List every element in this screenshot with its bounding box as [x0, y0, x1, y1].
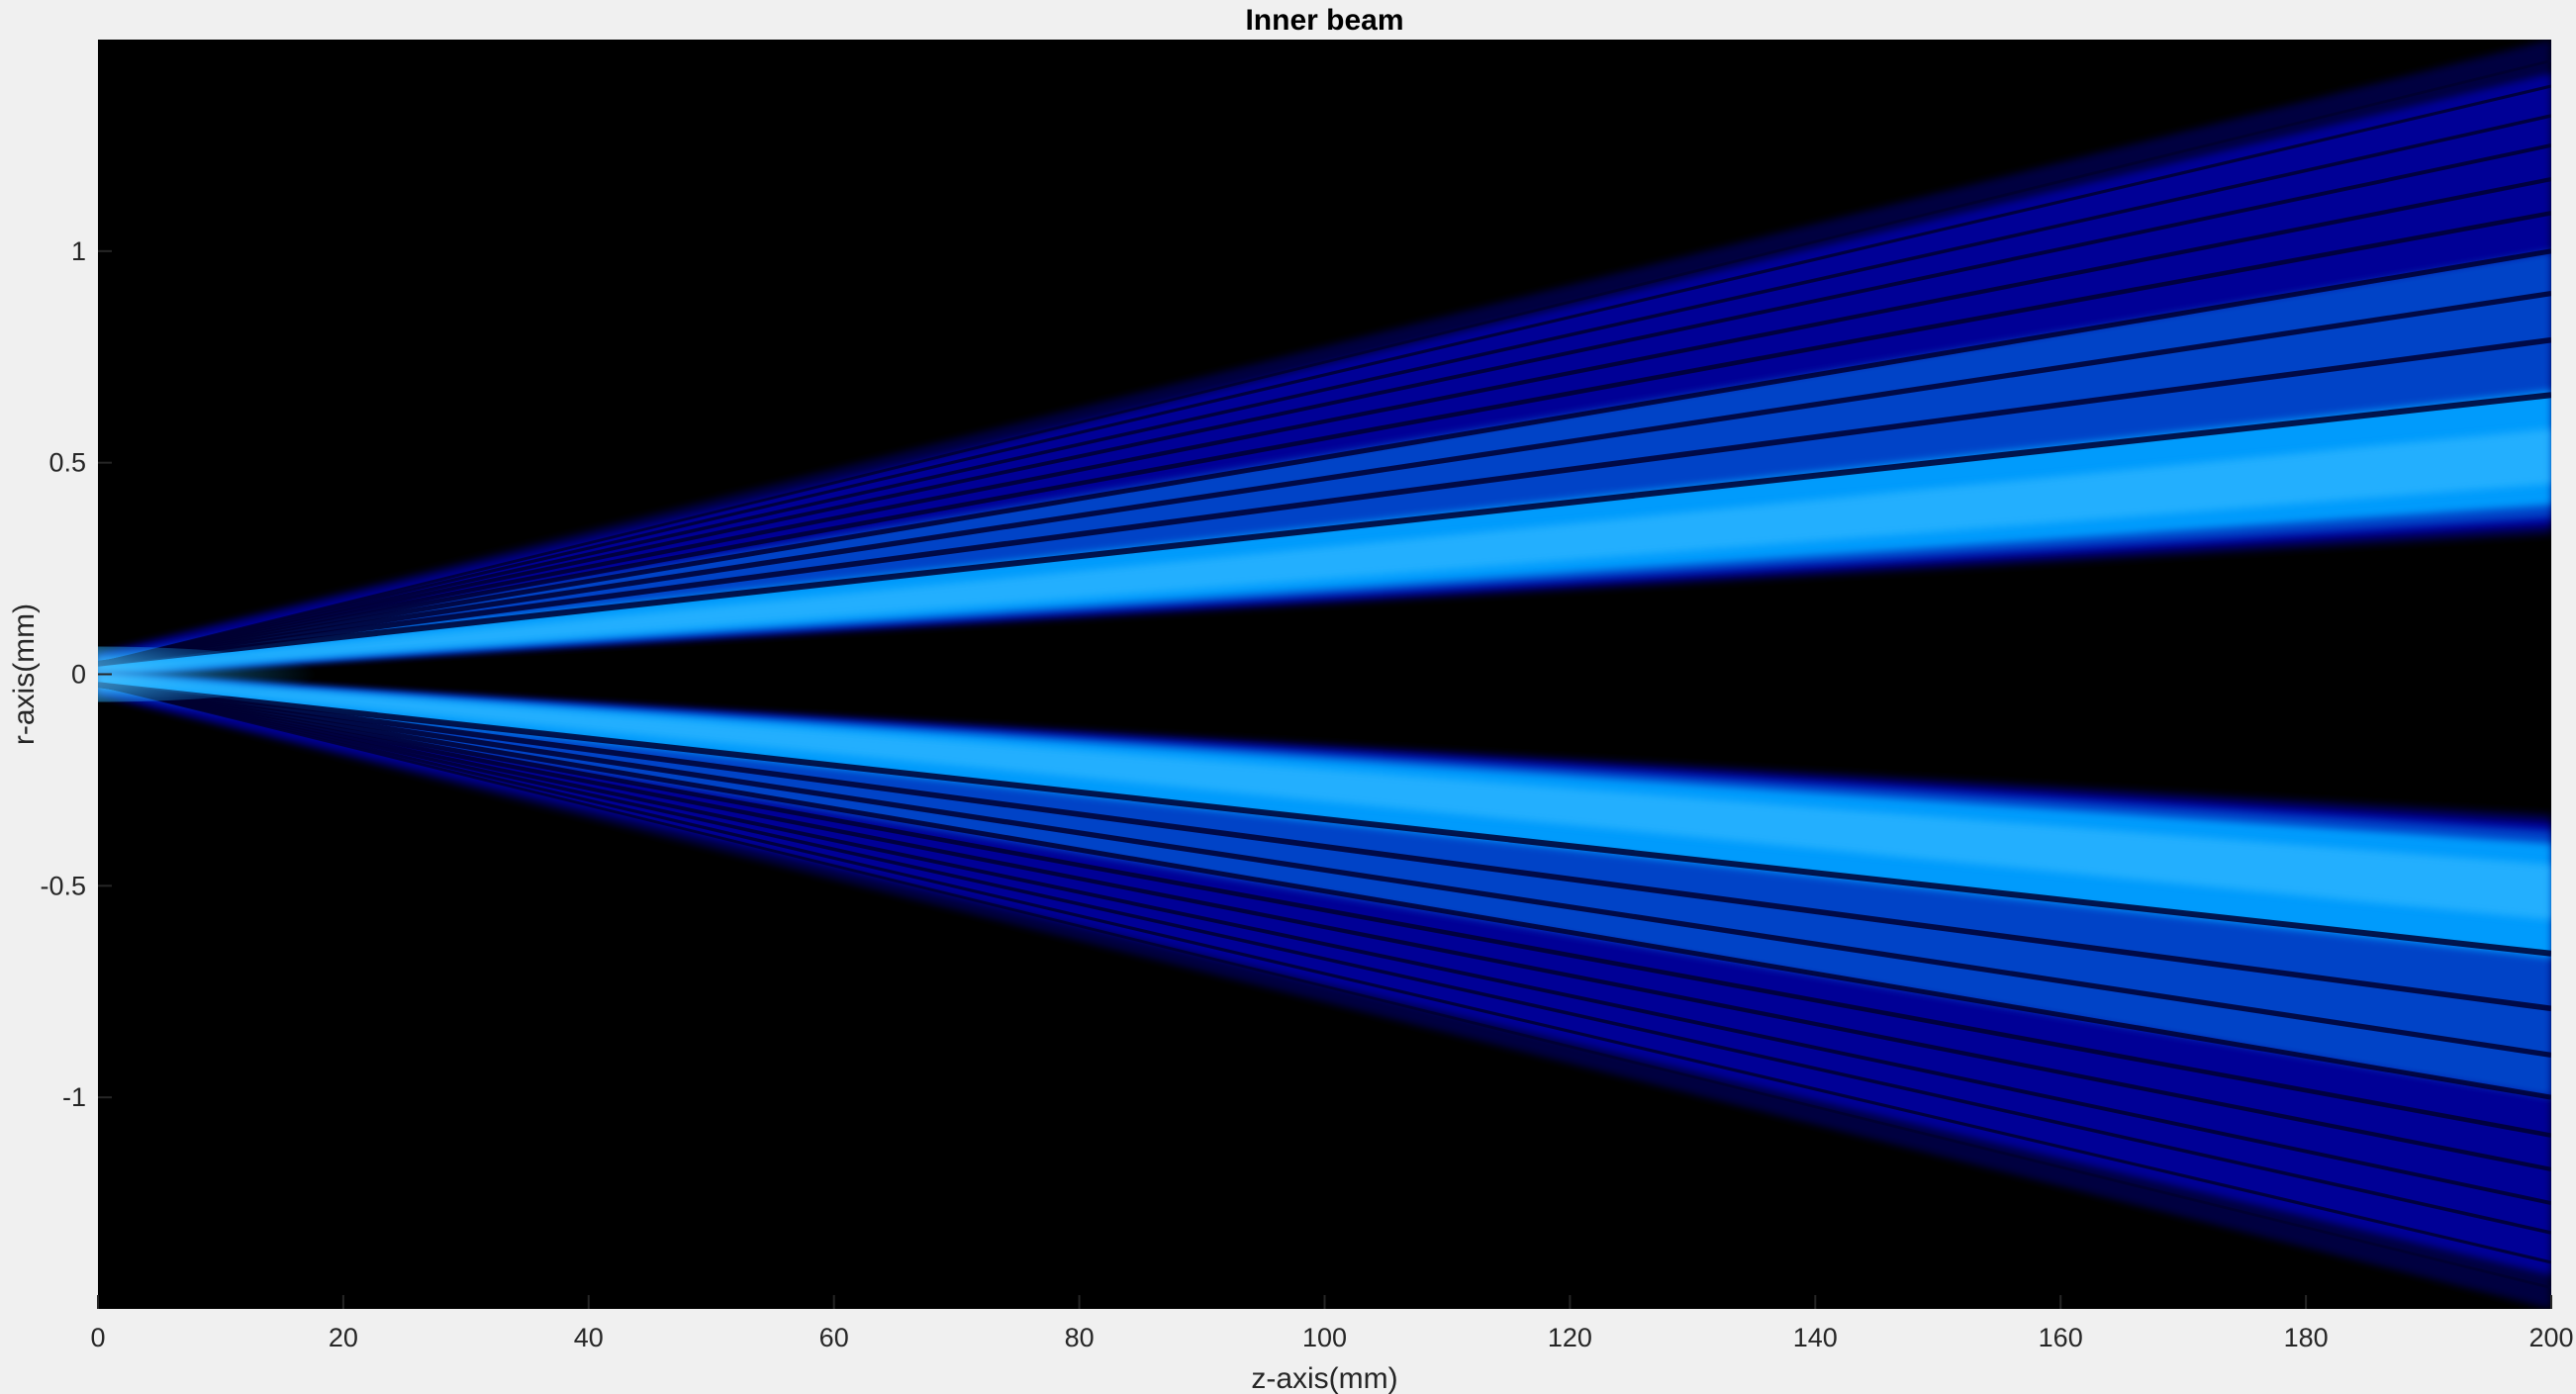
- y-tick-label: 1: [71, 236, 86, 266]
- beam-layer: [98, 40, 2551, 1309]
- x-tick-label: 40: [574, 1323, 604, 1352]
- y-tick-label: 0: [71, 660, 86, 690]
- dark-fringe-upper-7: [98, 143, 2551, 666]
- x-tick-label: 140: [1793, 1323, 1838, 1352]
- x-tick-label: 80: [1065, 1323, 1095, 1352]
- dark-fringe-upper-1: [98, 392, 2551, 667]
- y-tick-label: 0.5: [48, 448, 86, 478]
- dark-fringe-upper-9: [98, 84, 2551, 666]
- beam-lower-hot-core: [98, 674, 2551, 920]
- x-tick-label: 60: [819, 1323, 849, 1352]
- dark-fringe-lower-4: [98, 682, 2551, 1100]
- x-tick-label: 180: [2284, 1323, 2329, 1352]
- beam-upper-hot-core: [98, 428, 2551, 675]
- dark-fringe-lower-10: [98, 683, 2551, 1290]
- dark-fringe-upper-10: [98, 58, 2551, 666]
- y-tick-label: -0.5: [40, 871, 86, 900]
- dark-fringe-lower-3: [98, 682, 2551, 1059]
- dark-fringe-lower-1: [98, 682, 2551, 957]
- x-tick-label: 20: [329, 1323, 358, 1352]
- x-axis-label: z-axis(mm): [1251, 1362, 1397, 1394]
- dark-fringe-lower-2: [98, 682, 2551, 1012]
- chart-title: Inner beam: [1245, 4, 1403, 37]
- plot-area: [98, 40, 2551, 1309]
- dark-fringe-lower-9: [98, 683, 2551, 1264]
- dark-fringe-upper-6: [98, 177, 2551, 666]
- beam-source-glow: [98, 646, 316, 702]
- dark-fringe-lower-5: [98, 682, 2551, 1138]
- x-tick-label: 0: [90, 1323, 105, 1352]
- x-tick-label: 100: [1302, 1323, 1347, 1352]
- dark-fringe-upper-8: [98, 114, 2551, 666]
- dark-fringe-lower-8: [98, 683, 2551, 1235]
- x-tick-label: 120: [1548, 1323, 1592, 1352]
- x-axis: 0 20 40 60 80 100 120 140 160 180 200: [90, 1295, 2574, 1352]
- dark-fringe-upper-4: [98, 248, 2551, 667]
- x-tick-label: 160: [2039, 1323, 2083, 1352]
- y-axis-label: r-axis(mm): [8, 604, 41, 745]
- y-tick-label: -1: [62, 1082, 86, 1112]
- x-tick-label: 200: [2528, 1323, 2573, 1352]
- dark-fringe-lower-6: [98, 683, 2551, 1171]
- y-axis: -1 -0.5 0 0.5 1: [40, 236, 112, 1112]
- dark-fringe-upper-2: [98, 336, 2551, 667]
- dark-fringe-upper-3: [98, 290, 2551, 667]
- dark-fringe-lower-7: [98, 683, 2551, 1205]
- dark-fringe-upper-5: [98, 211, 2551, 667]
